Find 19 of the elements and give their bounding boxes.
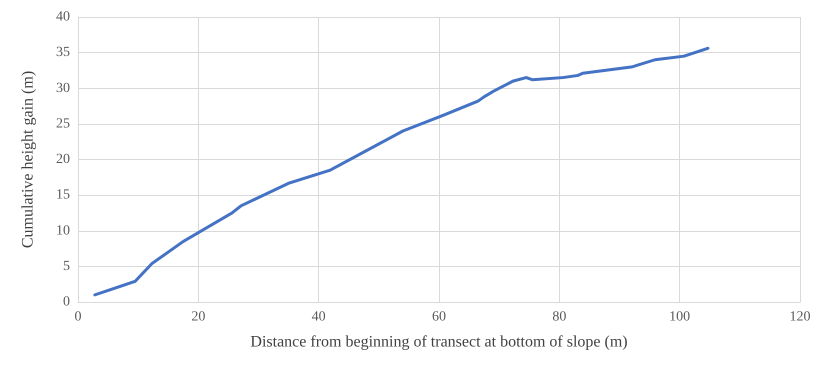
y-tick-label: 5: [63, 258, 70, 274]
x-tick-label: 40: [312, 310, 326, 324]
x-tick-label: 80: [552, 310, 566, 324]
y-axis-title: Cumulative height gain (m): [20, 70, 36, 248]
x-tick-label: 20: [191, 310, 206, 324]
y-tick-label: 15: [56, 188, 70, 203]
x-axis-title: Distance from beginning of transect at bottom of slope (m): [250, 334, 628, 350]
y-tick-label: 25: [56, 116, 70, 132]
y-tick-label: 35: [56, 45, 70, 60]
y-tick-label: 10: [56, 223, 70, 238]
y-tick-label: 30: [56, 80, 70, 96]
y-tick-label: 40: [56, 10, 70, 24]
y-tick-label: 20: [56, 152, 70, 167]
x-tick-label: 60: [432, 310, 446, 324]
line-series: [93, 46, 710, 296]
x-tick-label: 100: [669, 310, 690, 324]
x-tick-label: 120: [790, 310, 810, 324]
y-tick-label: 0: [63, 294, 70, 310]
x-tick-label: 0: [74, 310, 82, 324]
